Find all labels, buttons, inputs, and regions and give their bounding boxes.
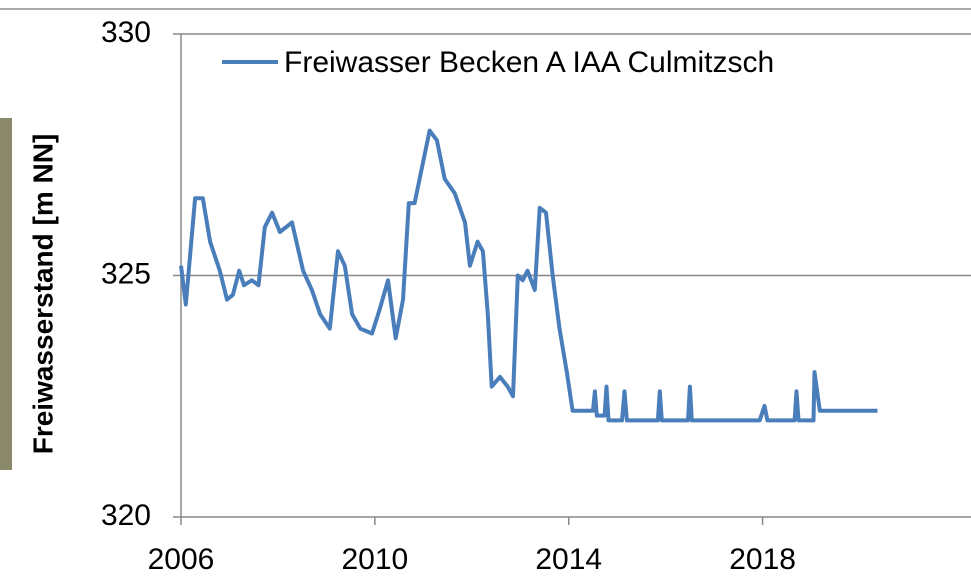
y-tick-label: 330: [101, 16, 151, 49]
x-tick-label: 2006: [148, 543, 215, 576]
chart: Freiwasserstand [m NN] 320 325 330 2006 2010…: [0, 0, 971, 581]
photo-strip: [0, 118, 12, 470]
x-tick-label: 2018: [729, 543, 796, 576]
y-tick-label: 325: [101, 257, 151, 290]
x-tick-label: 2014: [535, 543, 602, 576]
legend-label: Freiwasser Becken A IAA Culmitzsch: [284, 46, 774, 79]
y-tick-label: 320: [101, 499, 151, 532]
x-tick-label: 2010: [341, 543, 408, 576]
y-axis-label: Freiwasserstand [m NN]: [27, 134, 58, 455]
